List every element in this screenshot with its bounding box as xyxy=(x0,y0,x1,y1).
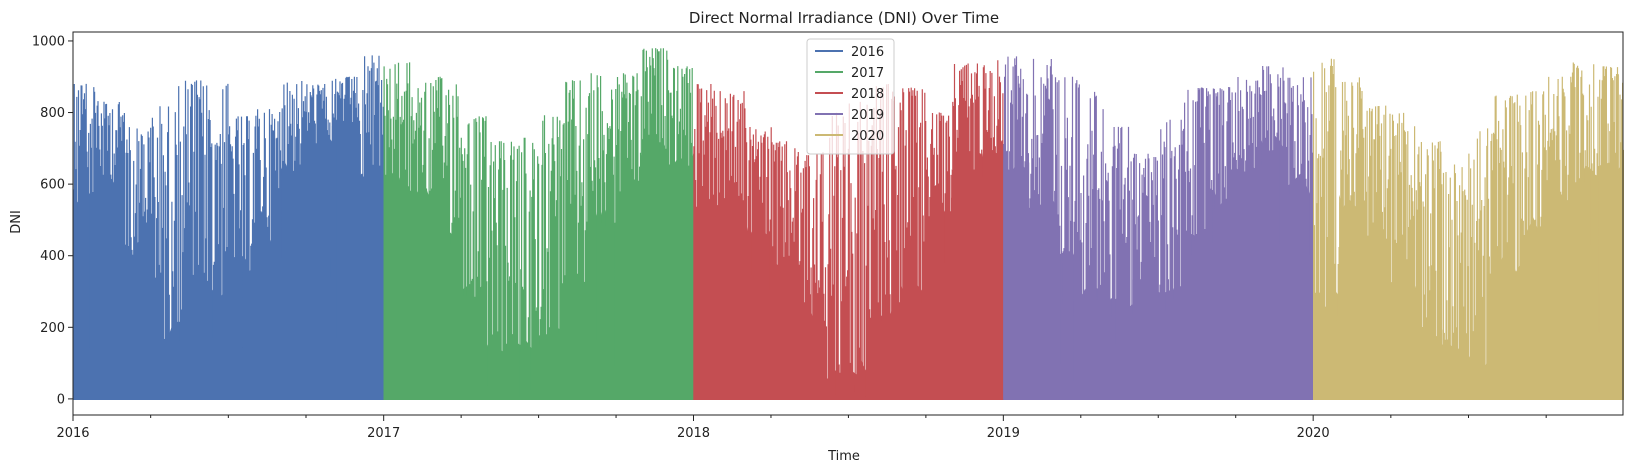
series-2020 xyxy=(1313,58,1624,400)
series-2018-spikes xyxy=(693,60,1004,400)
series-2016-spikes xyxy=(72,55,384,400)
y-tick-label: 200 xyxy=(40,321,65,336)
y-tick-label: 400 xyxy=(40,249,65,264)
y-tick-label: 0 xyxy=(57,392,65,407)
x-tick-label: 2020 xyxy=(1297,426,1330,441)
legend-label: 2020 xyxy=(851,129,884,144)
series-2017-spikes xyxy=(383,48,694,400)
x-axis-label: Time xyxy=(827,449,860,464)
x-tick-label: 2019 xyxy=(987,426,1020,441)
legend-label: 2017 xyxy=(851,66,884,81)
legend-label: 2016 xyxy=(851,45,884,60)
axes: 0 200 400 600 800 1000 2016 2017 2018 2019 2020 xyxy=(32,31,1624,441)
series-2019-spikes xyxy=(1003,56,1314,400)
plot-area xyxy=(72,48,1624,400)
series-2018 xyxy=(693,60,1004,400)
x-tick-label: 2018 xyxy=(677,426,710,441)
series-2020-spikes xyxy=(1313,58,1624,400)
series-2016 xyxy=(72,55,384,400)
chart-title: Direct Normal Irradiance (DNI) Over Time xyxy=(689,9,999,27)
legend: 2016 2017 2018 2019 2020 xyxy=(806,38,895,155)
y-tick-label: 1000 xyxy=(32,34,65,49)
y-tick-label: 800 xyxy=(40,106,65,121)
y-tick-label: 600 xyxy=(40,178,65,193)
x-tick-label: 2017 xyxy=(367,426,400,441)
y-axis-label: DNI xyxy=(9,210,24,234)
series-2017 xyxy=(383,48,694,400)
legend-label: 2019 xyxy=(851,108,884,123)
series-2019 xyxy=(1003,56,1314,400)
x-tick-label: 2016 xyxy=(56,426,89,441)
legend-box xyxy=(806,38,895,155)
legend-label: 2018 xyxy=(851,87,884,102)
